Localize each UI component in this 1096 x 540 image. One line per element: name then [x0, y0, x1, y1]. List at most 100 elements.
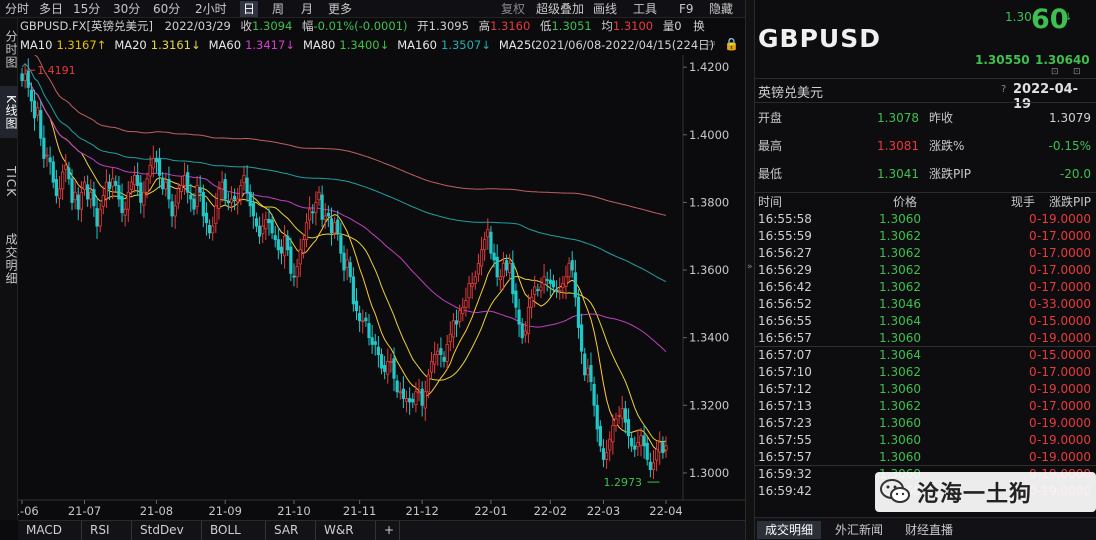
- candle-body: [211, 225, 215, 234]
- period-tab-6[interactable]: 日: [240, 1, 259, 17]
- candle-body: [423, 391, 427, 409]
- period-tab-7[interactable]: 周: [272, 2, 285, 16]
- tick-time: 16:57:12: [758, 382, 812, 396]
- indicator-tab-6[interactable]: +: [376, 521, 400, 540]
- tick-change: -17.0000: [1037, 365, 1091, 379]
- high-label: 高: [478, 19, 491, 33]
- candle-body: [161, 177, 165, 190]
- tool-button-2[interactable]: 画线: [593, 2, 618, 16]
- indicator-tab-4[interactable]: SAR: [266, 521, 316, 540]
- candle-body: [61, 171, 65, 190]
- candle-body: [248, 191, 252, 207]
- indicator-tab-5[interactable]: W&R: [316, 521, 376, 540]
- tool-button-1[interactable]: 超级叠加: [536, 2, 585, 16]
- indicator-tab-3[interactable]: BOLL: [202, 521, 266, 540]
- candle-body: [464, 300, 468, 308]
- x-tick-label: 22-03: [587, 504, 620, 518]
- tick-price: 1.3060: [879, 331, 921, 345]
- candle-body: [583, 353, 587, 376]
- stat-label: 涨跌PIP: [929, 167, 972, 181]
- candle-body: [598, 425, 602, 447]
- tick-price: 1.3060: [879, 433, 921, 447]
- y-tick-label: 1.3800: [689, 195, 729, 209]
- tick-time: 16:56:29: [758, 263, 812, 277]
- candle-body: [214, 205, 218, 224]
- candle-body: [498, 276, 502, 280]
- right-tab-0[interactable]: 成交明细: [757, 521, 822, 539]
- tick-change: -19.0000: [1037, 331, 1091, 345]
- help-icon[interactable]: ?: [1001, 84, 1007, 95]
- period-tab-1[interactable]: 多日: [39, 2, 64, 16]
- tick-price: 1.3062: [879, 246, 921, 260]
- candle-body: [492, 252, 496, 261]
- quote-date: 2022-04-19: [1013, 82, 1079, 112]
- candle-body: [542, 276, 546, 285]
- y-tick-label: 1.3000: [689, 466, 729, 480]
- candle-body: [451, 320, 456, 338]
- candle-body: [411, 398, 415, 403]
- candle-body: [426, 374, 431, 393]
- left-tab-3[interactable]: 成交明细: [4, 233, 18, 285]
- low-label: 低: [539, 19, 552, 33]
- candle-body: [339, 235, 343, 254]
- candle-body: [436, 350, 440, 355]
- candle-body: [414, 391, 418, 406]
- period-tab-4[interactable]: 60分: [153, 2, 181, 16]
- candle-body: [664, 445, 668, 451]
- tick-vol: 0: [1029, 382, 1037, 396]
- period-tab-3[interactable]: 30分: [113, 2, 141, 16]
- candle-body: [473, 276, 477, 284]
- candle-body: [448, 333, 452, 343]
- candle-body: [189, 194, 193, 200]
- tick-time: 16:56:57: [758, 331, 812, 345]
- candle-body: [651, 462, 656, 470]
- indicator-tab-0[interactable]: MACD: [18, 521, 82, 540]
- tick-time: 16:57:07: [758, 348, 812, 362]
- candle-body: [376, 346, 380, 355]
- expand-icon[interactable]: »: [747, 262, 753, 272]
- tick-price: 1.3064: [879, 314, 921, 328]
- indicator-tab-1[interactable]: RSI: [82, 521, 132, 540]
- left-tab-0[interactable]: 分时图: [4, 29, 18, 69]
- right-panel-tabs: 成交明细 外汇新闻 财经直播: [755, 517, 1096, 540]
- candle-body: [323, 215, 327, 220]
- tick-time: 16:56:27: [758, 246, 812, 260]
- candle-body: [292, 275, 296, 278]
- ma-line-ma160: [21, 62, 667, 283]
- tick-change: -19.0000: [1037, 212, 1091, 226]
- lock-icon[interactable]: 🔒: [724, 37, 739, 51]
- candle-body: [398, 391, 402, 394]
- tool-button-5[interactable]: 隐藏: [709, 2, 734, 16]
- left-tab-2[interactable]: TICK: [4, 166, 18, 198]
- candle-body: [620, 408, 624, 419]
- tool-button-4[interactable]: F9: [679, 2, 694, 16]
- kline-chart[interactable]: 1.4200 1.4000 1.3800 1.3600 1.3400 1.3200 1.30…: [18, 55, 745, 520]
- period-tab-2[interactable]: 15分: [73, 2, 101, 16]
- ma-value-3: 1.3400↓: [339, 38, 390, 52]
- candle-body: [392, 358, 396, 379]
- tick-time: 16:56:42: [758, 280, 812, 294]
- period-tab-5[interactable]: 2小时: [195, 2, 227, 16]
- stat-label: 最高: [758, 139, 783, 153]
- tool-button-3[interactable]: 工具: [633, 2, 658, 16]
- sell-icon[interactable]: ⊡: [1073, 67, 1081, 77]
- candle-body: [79, 191, 83, 210]
- candle-body: [614, 418, 618, 427]
- period-tab-0[interactable]: 分时: [5, 2, 30, 16]
- panel-divider[interactable]: »: [745, 0, 755, 540]
- candle-body: [486, 229, 490, 238]
- tool-button-0[interactable]: 复权: [501, 2, 526, 16]
- buy-icon[interactable]: ⊡: [1051, 67, 1059, 77]
- tick-vol: 0: [1029, 399, 1037, 413]
- right-tab-1[interactable]: 外汇新闻: [835, 523, 884, 537]
- left-tab-1[interactable]: K线图: [0, 86, 18, 138]
- y-tick-label: 1.3600: [689, 263, 729, 277]
- range-settings-icon[interactable]: ▭: [706, 38, 716, 49]
- indicator-tab-2[interactable]: StdDev: [132, 521, 202, 540]
- right-tab-2[interactable]: 财经直播: [905, 523, 954, 537]
- close-value: 1.3094: [252, 19, 293, 33]
- period-tab-9[interactable]: 更多: [328, 2, 353, 16]
- period-tab-8[interactable]: 月: [301, 2, 314, 16]
- x-tick-label: 22-04: [649, 504, 682, 518]
- candle-body: [86, 184, 90, 200]
